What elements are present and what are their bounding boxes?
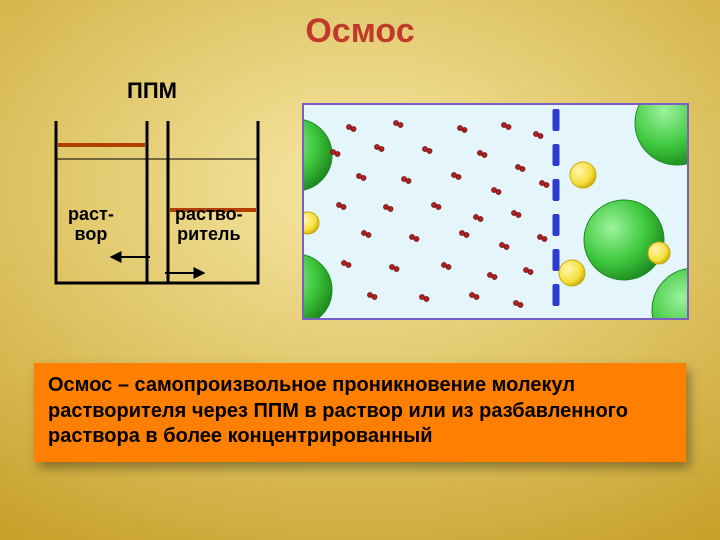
label-line: ритель	[175, 225, 243, 245]
label-line: раство-	[175, 205, 243, 225]
label-line: вор	[68, 225, 114, 245]
definition-text: Осмос – самопроизвольное проникновение м…	[48, 373, 672, 450]
page-title: Осмос	[0, 12, 720, 51]
ppm-label: ППМ	[127, 78, 177, 104]
label-line: раст-	[68, 205, 114, 225]
molecules-svg	[304, 105, 689, 320]
definition-box: Осмос – самопроизвольное проникновение м…	[34, 363, 686, 462]
u-tube-left-label: раст- вор	[68, 205, 114, 245]
u-tube-right-label: раство- ритель	[175, 205, 243, 245]
molecules-panel	[302, 103, 689, 320]
u-tube-diagram: раст- вор раство- ритель	[50, 115, 265, 310]
